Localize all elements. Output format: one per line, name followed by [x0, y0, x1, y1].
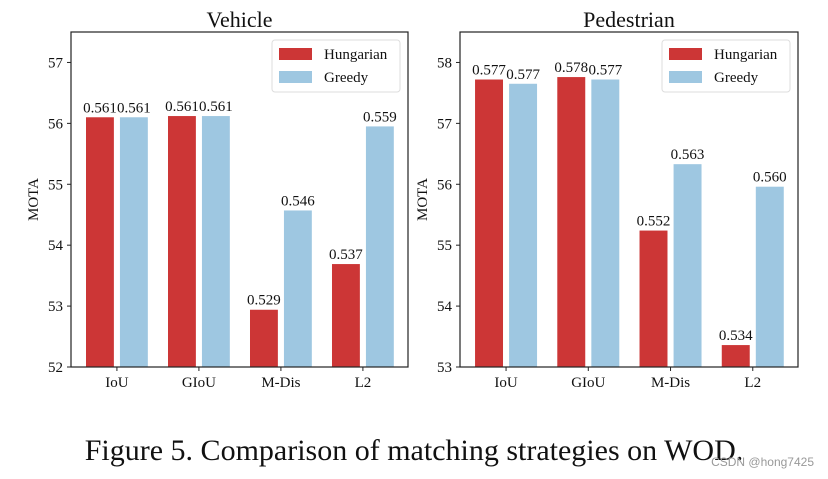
chart-title: Pedestrian: [583, 7, 675, 32]
legend-swatch-hungarian: [669, 48, 702, 60]
data-label: 0.578: [554, 60, 588, 76]
legend: Hungarian Greedy: [661, 39, 791, 93]
bar-greedy-l2: [365, 126, 394, 367]
bar-hungarian-giou: [557, 77, 586, 367]
legend-swatch-hungarian: [279, 48, 312, 60]
data-label: 0.537: [329, 247, 363, 263]
bar-hungarian-l2: [721, 345, 750, 367]
data-label: 0.561: [83, 100, 117, 116]
data-label: 0.561: [165, 99, 199, 115]
axes-frame: [70, 31, 409, 368]
x-tick-label: IoU: [105, 375, 128, 391]
legend-swatch-greedy: [279, 71, 312, 83]
axes-frame: [459, 31, 799, 368]
x-tick-label: L2: [355, 375, 372, 391]
x-tick-label: M-Dis: [651, 375, 690, 391]
x-tick-label: L2: [744, 375, 761, 391]
y-tick-label: 58: [437, 55, 452, 71]
legend-swatch-greedy: [669, 71, 702, 83]
bar-hungarian-giou: [168, 116, 196, 368]
data-label: 0.534: [719, 328, 753, 344]
y-tick-label: 52: [48, 360, 63, 376]
data-label: 0.560: [753, 170, 787, 186]
y-tick-label: 54: [437, 299, 453, 315]
bar-greedy-iou: [509, 83, 538, 367]
bar-greedy-m-dis: [283, 210, 312, 367]
legend-label-hungarian: Hungarian: [714, 47, 778, 63]
x-tick-label: GIoU: [182, 375, 216, 391]
bar-greedy-iou: [119, 117, 148, 367]
y-tick-label: 57: [48, 55, 64, 71]
data-label: 0.559: [363, 109, 397, 125]
data-label: 0.529: [247, 293, 281, 309]
bar-hungarian-l2: [331, 264, 360, 367]
legend-label-greedy: Greedy: [714, 70, 759, 86]
y-tick-label: 55: [48, 177, 63, 193]
y-tick-label: 53: [437, 360, 452, 376]
data-label: 0.577: [506, 67, 540, 83]
figure-caption: Figure 5. Comparison of matching strateg…: [84, 434, 744, 467]
bar-hungarian-m-dis: [249, 309, 278, 367]
legend-label-greedy: Greedy: [324, 70, 369, 86]
bar-hungarian-iou: [86, 117, 114, 367]
data-label: 0.563: [671, 147, 705, 163]
bar-greedy-l2: [755, 186, 784, 367]
data-label: 0.577: [472, 63, 506, 79]
x-tick-label: IoU: [494, 375, 517, 391]
y-tick-label: 57: [437, 116, 453, 132]
data-label: 0.546: [281, 193, 315, 209]
data-label: 0.561: [199, 99, 233, 115]
x-tick-label: GIoU: [571, 375, 605, 391]
chart-title: Vehicle: [207, 7, 273, 32]
watermark: CSDN @hong7425: [711, 455, 814, 469]
y-tick-label: 55: [437, 238, 452, 254]
bar-greedy-m-dis: [673, 164, 702, 367]
x-tick-label: M-Dis: [261, 375, 300, 391]
bar-greedy-giou: [591, 79, 620, 367]
y-axis-label: MOTA: [26, 178, 42, 221]
y-tick-label: 53: [48, 299, 63, 315]
data-label: 0.561: [117, 100, 151, 116]
y-tick-label: 56: [437, 177, 453, 193]
bar-hungarian-iou: [475, 79, 504, 367]
legend: Hungarian Greedy: [271, 39, 401, 93]
bar-greedy-giou: [201, 116, 230, 368]
y-axis-label: MOTA: [415, 178, 431, 221]
data-label: 0.552: [637, 214, 671, 230]
bar-hungarian-m-dis: [639, 230, 668, 367]
y-tick-label: 56: [48, 116, 64, 132]
legend-label-hungarian: Hungarian: [324, 47, 388, 63]
data-label: 0.577: [588, 63, 622, 79]
y-tick-label: 54: [48, 238, 64, 254]
